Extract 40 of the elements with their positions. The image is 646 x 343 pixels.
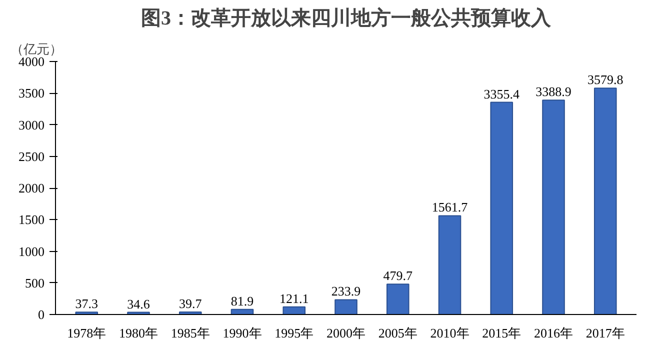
data-label: 3579.8 [588,72,624,88]
y-tick-label: 2000 [18,180,44,196]
data-label: 81.9 [230,293,254,308]
x-tick-label: 2010年 [430,326,470,340]
x-tick-label: 2017年 [586,326,625,340]
data-label: 233.9 [331,284,361,299]
y-tick-label: 1000 [18,244,44,259]
y-tick-label: 4000 [18,54,44,69]
data-label: 34.6 [127,296,150,312]
bar [334,299,358,314]
x-tick-label: 1980年 [119,326,158,340]
y-tick-label: 3500 [18,86,44,101]
data-label: 479.7 [383,268,413,284]
y-axis-title: （亿元） [10,42,62,56]
bar [438,215,462,314]
x-tick-label: 1978年 [67,326,106,340]
x-tick-label: 1990年 [222,326,262,340]
x-tick-label: 2015年 [482,326,522,340]
bar [386,284,410,314]
y-tick-label: 1500 [18,212,44,228]
data-label: 121.1 [280,290,309,306]
bar [282,306,306,314]
y-tick-label: 0 [38,307,44,322]
chart-title: 图3：改革开放以来四川地方一般公共预算收入 [141,6,552,30]
x-tick-label: 2005年 [378,326,418,340]
y-tick-label: 3000 [18,117,44,132]
x-tick-label: 1985年 [170,326,210,340]
x-tick-label: 1995年 [274,326,314,340]
bar [490,102,514,314]
y-tick-label: 2500 [18,148,44,164]
data-label: 3355.4 [484,86,520,102]
data-label: 39.7 [179,296,202,311]
bar [594,88,617,314]
x-tick-label: 2016年 [534,326,573,340]
data-label: 1561.7 [432,200,468,215]
data-label: 37.3 [75,296,98,312]
data-label: 3388.9 [536,84,572,100]
y-tick-label: 500 [25,275,44,290]
bar [542,100,565,314]
x-tick-label: 2000年 [326,326,366,340]
